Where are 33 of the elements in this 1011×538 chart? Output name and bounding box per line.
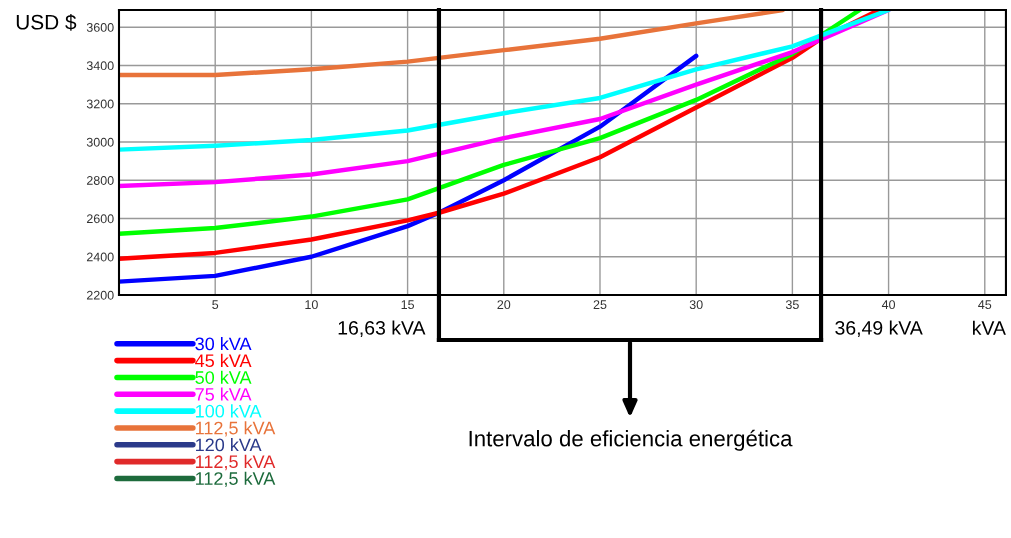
- x-tick-label: 40: [881, 300, 896, 310]
- x-tick-label: 15: [401, 300, 415, 310]
- y-tick-label: 3600: [86, 23, 114, 32]
- line-series: [119, 10, 785, 78]
- legend-label: 45 kVA: [195, 353, 252, 368]
- x-tick-label: 45: [978, 300, 992, 310]
- y-axis-title: USD $: [16, 13, 77, 31]
- legend-label: 112,5 kVA: [196, 454, 276, 471]
- ref-line-label: 36,49 kVA: [835, 320, 923, 338]
- legend-label: 50 kVA: [195, 370, 252, 384]
- y-tick-label: 3200: [86, 99, 114, 109]
- legend-label: 112,5 kVA: [196, 471, 276, 488]
- legend-label: 120 kVA: [196, 438, 262, 452]
- y-tick-label: 3400: [86, 61, 114, 71]
- y-tick-label: 2600: [86, 214, 114, 224]
- legend-label: 100 kVA: [196, 404, 262, 418]
- text: Intervalo de eficiencia energética: [469, 429, 793, 451]
- x-tick-label: 20: [497, 300, 511, 310]
- x-tick-label: 30: [689, 300, 703, 310]
- x-tick-label: 25: [593, 300, 607, 310]
- y-tick-label: 3000: [86, 137, 114, 147]
- ref-line-label: 16,63 kVA: [338, 320, 426, 338]
- y-tick-label: 2800: [86, 176, 114, 185]
- x-axis-title: kVA: [973, 320, 1006, 335]
- legend-label: 112,5 kVA: [196, 421, 276, 437]
- line-series: [119, 10, 891, 152]
- legend-label: 75 kVA: [195, 387, 252, 401]
- y-tick-label: 2200: [86, 290, 114, 300]
- legend-label: 30 kVA: [195, 337, 252, 351]
- y-tick-label: 2400: [86, 252, 114, 262]
- x-tick-label: 35: [785, 300, 799, 310]
- x-tick-label: 5: [212, 300, 219, 310]
- x-tick-label: 10: [305, 300, 318, 310]
